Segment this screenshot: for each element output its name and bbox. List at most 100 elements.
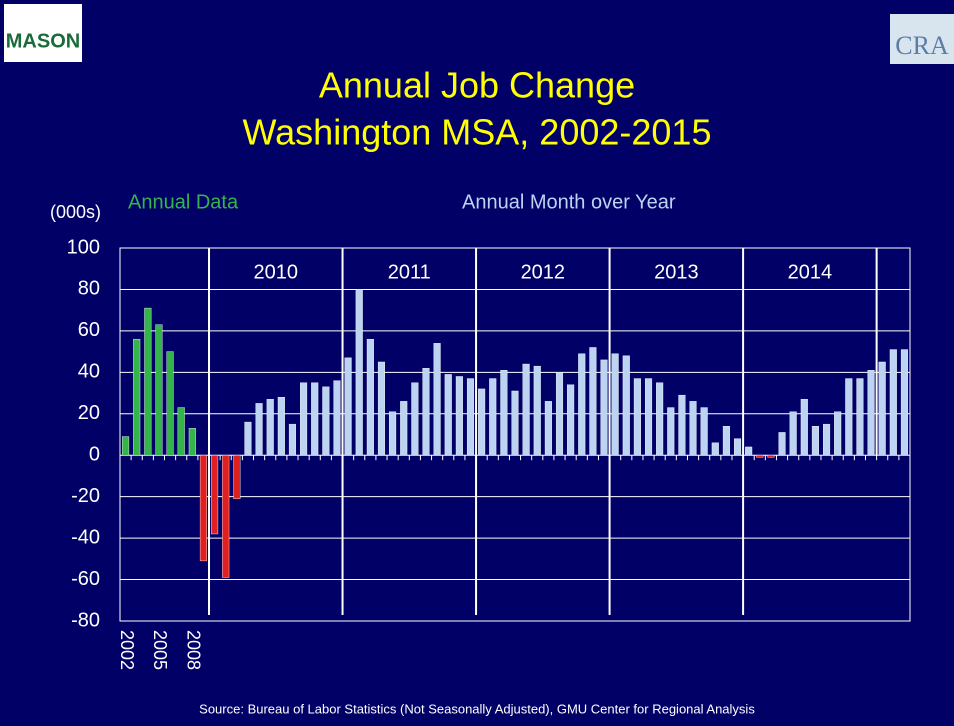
- bar: [377, 361, 386, 456]
- bar: [522, 363, 530, 456]
- bar: [900, 349, 908, 456]
- y-tick-label: 20: [78, 402, 100, 424]
- right-logo: CRA: [890, 14, 954, 64]
- bar: [800, 399, 808, 456]
- bar: [489, 378, 497, 456]
- bar: [589, 347, 597, 456]
- y-tick-label: 80: [78, 278, 100, 300]
- bar: [856, 378, 864, 456]
- bar: [867, 370, 875, 456]
- y-tick-label: 0: [89, 444, 100, 466]
- bar: [834, 411, 842, 456]
- bar: [555, 372, 564, 456]
- legend-label: Annual Month over Year: [462, 191, 676, 213]
- y-tick-label: 100: [67, 236, 100, 258]
- bar: [778, 432, 786, 456]
- bar: [177, 407, 185, 456]
- bar: [700, 407, 708, 456]
- bar: [878, 361, 886, 456]
- bar: [411, 382, 419, 456]
- y-tick-label: 60: [78, 319, 100, 341]
- source: Source: Bureau of Labor Statistics (Not …: [199, 701, 755, 716]
- bar: [144, 307, 152, 456]
- bar: [199, 455, 207, 562]
- bar: [400, 401, 408, 456]
- chart-title: Washington MSA, 2002-2015: [243, 112, 712, 153]
- bar: [444, 374, 452, 456]
- bar: [622, 355, 630, 456]
- y-tick-label: -40: [71, 526, 100, 548]
- bar: [633, 378, 641, 456]
- bar: [733, 438, 742, 456]
- bar: [500, 370, 508, 456]
- bar: [122, 436, 130, 456]
- bar: [366, 338, 374, 456]
- y-tick-label: -80: [71, 609, 100, 631]
- bar: [244, 421, 252, 456]
- period-label: 2010: [254, 261, 299, 283]
- bar: [133, 338, 141, 456]
- bar: [789, 411, 797, 456]
- bar: [767, 455, 775, 458]
- bar: [644, 378, 653, 456]
- bar: [288, 423, 297, 456]
- bar: [478, 388, 486, 456]
- bar: [355, 289, 363, 456]
- bar: [656, 382, 664, 456]
- x-tick-label: 2008: [184, 630, 204, 670]
- bar: [311, 382, 319, 456]
- logo-text: CRA: [895, 31, 949, 60]
- bar: [433, 343, 441, 456]
- bar: [422, 367, 430, 456]
- bar: [889, 349, 897, 456]
- bar: [266, 399, 274, 456]
- y-tick-label: 40: [78, 361, 100, 383]
- period-label: 2013: [654, 261, 699, 283]
- y-axis-label: (000s): [50, 202, 101, 222]
- bar: [277, 397, 285, 456]
- bar: [211, 455, 219, 535]
- bar: [333, 380, 341, 456]
- bar: [455, 376, 463, 456]
- period-label: 2011: [388, 261, 431, 283]
- logo-text: MASON: [6, 30, 80, 52]
- bar: [511, 390, 519, 456]
- period-label: 2014: [788, 261, 833, 283]
- bar: [344, 357, 352, 456]
- legend-label: Annual Data: [128, 191, 239, 213]
- bar: [233, 455, 241, 499]
- bar: [756, 455, 764, 458]
- x-tick-label: 2002: [117, 630, 137, 670]
- bar: [578, 353, 586, 456]
- chart-title: Annual Job Change: [319, 65, 635, 106]
- bar: [667, 407, 675, 456]
- bar: [567, 384, 575, 456]
- logo-box: [4, 4, 82, 62]
- y-tick-label: -60: [71, 568, 100, 590]
- bar: [544, 401, 552, 456]
- bar: [823, 423, 831, 456]
- x-tick-label: 2005: [150, 630, 170, 670]
- bar: [689, 401, 697, 456]
- bar: [845, 378, 853, 456]
- bar: [166, 351, 174, 456]
- bar: [188, 428, 196, 456]
- bar: [711, 442, 719, 456]
- bar: [722, 426, 730, 456]
- bar: [389, 411, 397, 456]
- bar: [222, 455, 230, 578]
- bar: [466, 378, 475, 456]
- bar: [300, 382, 308, 456]
- bar: [745, 446, 753, 456]
- bar: [678, 394, 686, 456]
- left-logo: MASON: [4, 4, 82, 62]
- bar: [533, 365, 541, 456]
- bar: [600, 359, 608, 456]
- logo-box: [890, 14, 954, 64]
- bar: [322, 386, 330, 456]
- bar: [255, 403, 263, 456]
- period-label: 2012: [521, 261, 566, 283]
- bar: [611, 353, 619, 456]
